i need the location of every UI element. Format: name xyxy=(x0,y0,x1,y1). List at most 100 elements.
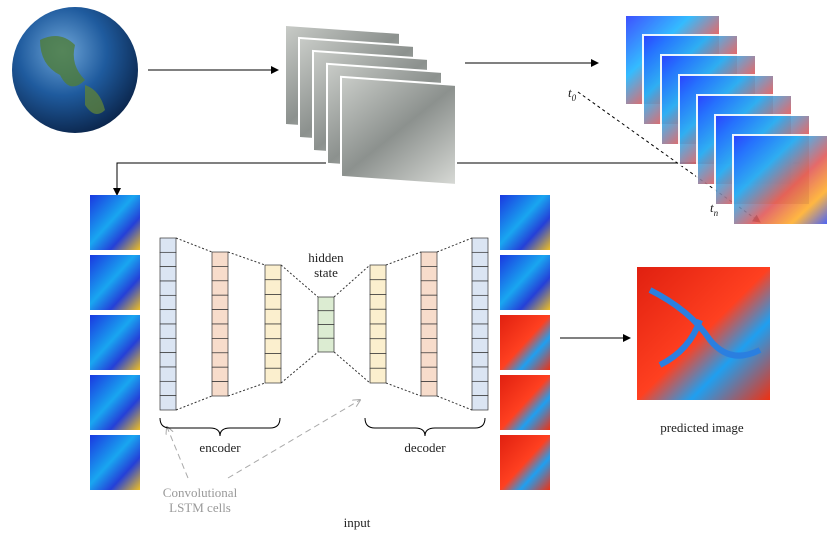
graphic xyxy=(364,417,486,437)
shape xyxy=(264,323,282,340)
shape xyxy=(264,338,282,354)
shape xyxy=(159,309,177,325)
connector xyxy=(175,395,213,411)
shape xyxy=(471,323,489,339)
connector xyxy=(385,382,422,397)
graphic: t xyxy=(568,85,572,100)
shape xyxy=(317,296,335,312)
shape xyxy=(420,323,438,339)
shape xyxy=(471,352,489,368)
shape xyxy=(211,352,229,368)
shape xyxy=(471,266,489,282)
graphic xyxy=(159,417,281,437)
shape xyxy=(211,323,229,339)
shape xyxy=(471,309,489,325)
graphic: 0 xyxy=(572,93,577,103)
shape xyxy=(500,255,550,310)
shape xyxy=(211,280,229,296)
shape xyxy=(264,279,282,295)
shape xyxy=(500,195,550,250)
shape xyxy=(211,338,229,354)
shape xyxy=(159,395,177,411)
connector xyxy=(113,162,800,196)
connector xyxy=(175,237,213,253)
shape xyxy=(471,251,489,268)
shape xyxy=(159,323,177,339)
hidden-state-line: hidden xyxy=(308,250,344,265)
shape xyxy=(264,353,282,369)
connector xyxy=(280,264,319,298)
shape xyxy=(732,134,829,226)
shape xyxy=(90,435,140,490)
connector xyxy=(333,264,371,298)
graphic: t xyxy=(710,200,714,215)
shape xyxy=(317,324,335,339)
shape xyxy=(500,315,550,370)
shape xyxy=(211,309,229,325)
shape xyxy=(500,435,550,490)
t-end-label: tn xyxy=(710,200,719,218)
connector xyxy=(436,395,473,411)
shape xyxy=(211,294,229,310)
shape xyxy=(159,352,177,368)
shape xyxy=(211,381,229,397)
shape xyxy=(471,395,489,411)
shape xyxy=(211,366,229,382)
shape xyxy=(471,237,489,253)
shape xyxy=(264,294,282,310)
shape xyxy=(369,294,387,310)
connector xyxy=(333,351,371,384)
connector xyxy=(167,427,189,479)
graphic xyxy=(85,85,105,114)
shape xyxy=(471,366,489,382)
shape xyxy=(90,375,140,430)
shape xyxy=(264,367,282,384)
shape xyxy=(211,266,229,282)
shape xyxy=(90,195,140,250)
connector xyxy=(227,251,266,266)
shape xyxy=(159,251,177,268)
shape xyxy=(159,237,177,253)
shape xyxy=(369,264,387,281)
shape xyxy=(369,353,387,369)
shape xyxy=(317,337,335,353)
connector xyxy=(280,351,319,384)
shape xyxy=(369,308,387,325)
shape xyxy=(211,251,229,267)
shape xyxy=(264,264,282,281)
graphic xyxy=(12,7,829,490)
shape xyxy=(159,294,177,311)
t-start-label: t0 xyxy=(568,85,577,103)
hidden-state-line: state xyxy=(314,265,338,280)
shape xyxy=(471,380,489,397)
shape xyxy=(420,280,438,296)
shape xyxy=(90,255,140,310)
shape xyxy=(420,352,438,368)
shape xyxy=(90,315,140,370)
graphic xyxy=(648,287,762,368)
shape xyxy=(471,280,489,296)
shape xyxy=(317,310,335,325)
shape xyxy=(159,380,177,397)
shape xyxy=(369,338,387,354)
shape xyxy=(471,337,489,354)
conv-lstm-label: Convolutional xyxy=(163,485,238,500)
shape xyxy=(340,75,457,186)
shape xyxy=(420,309,438,325)
shape xyxy=(420,366,438,382)
input-label: input xyxy=(344,515,371,530)
shape xyxy=(420,338,438,354)
shape xyxy=(369,279,387,295)
predicted-image-label: predicted image xyxy=(660,420,744,435)
connector xyxy=(227,382,266,397)
shape xyxy=(471,294,489,311)
connector xyxy=(227,400,360,479)
shape xyxy=(500,375,550,430)
shape xyxy=(420,381,438,397)
shape xyxy=(159,280,177,296)
encoder-label: encoder xyxy=(199,440,241,455)
shape xyxy=(420,294,438,310)
shape xyxy=(369,367,387,384)
